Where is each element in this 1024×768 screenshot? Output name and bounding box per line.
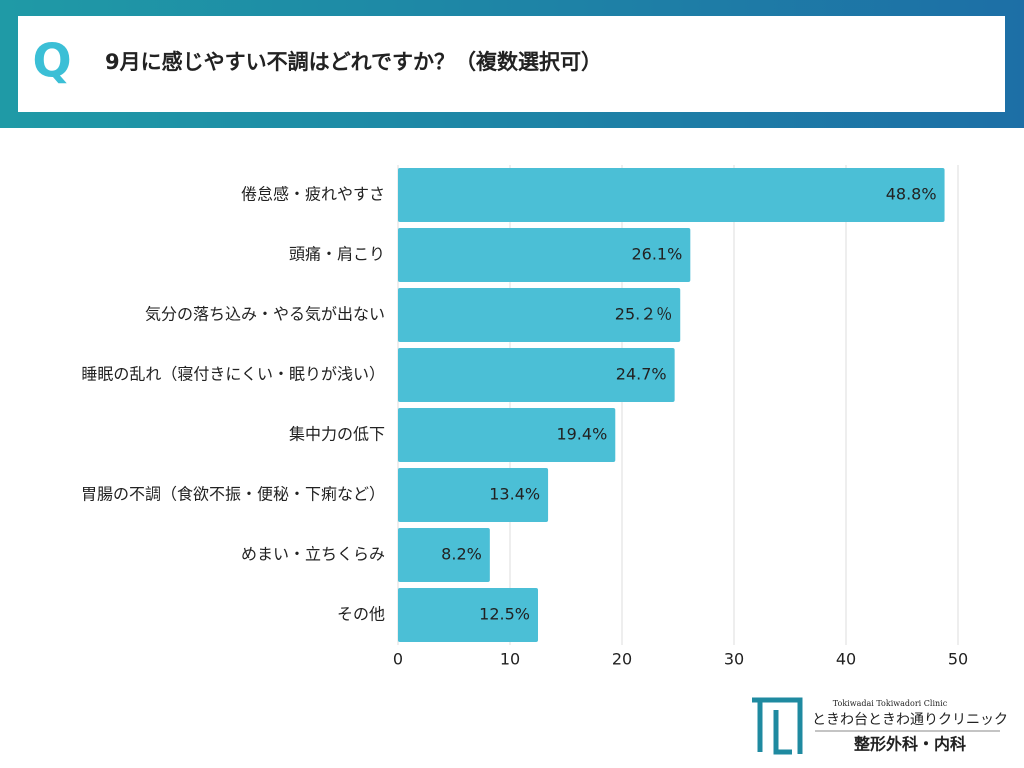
- x-tick-label: 20: [612, 650, 632, 669]
- x-tick-label: 10: [500, 650, 520, 669]
- category-label: 頭痛・肩こり: [289, 245, 385, 264]
- value-label: 25.２％: [615, 305, 672, 324]
- bar: [398, 288, 681, 342]
- x-tick-label: 30: [724, 650, 744, 669]
- bar: [398, 228, 691, 282]
- q-mark: Q: [32, 34, 71, 88]
- category-label: 倦怠感・疲れやすさ: [241, 185, 385, 204]
- x-tick-label: 0: [393, 650, 403, 669]
- bar: [398, 468, 549, 522]
- logo: Tokiwadai Tokiwadori Clinic ときわ台ときわ通りクリニ…: [752, 697, 1008, 755]
- category-label: 胃腸の不調（食欲不振・便秘・下痢など）: [81, 485, 385, 504]
- x-tick-label: 50: [948, 650, 968, 669]
- header-box: [18, 16, 1005, 112]
- value-label: 26.1%: [631, 245, 682, 264]
- category-label: 睡眠の乱れ（寝付きにくい・眠りが浅い）: [81, 365, 385, 384]
- value-label: 48.8%: [886, 185, 937, 204]
- value-label: 13.4%: [489, 485, 540, 504]
- bar: [398, 348, 675, 402]
- question-title: 9月に感じやすい不調はどれですか？（複数選択可）: [105, 50, 602, 74]
- x-tick-label: 40: [836, 650, 856, 669]
- category-label: めまい・立ちくらみ: [241, 545, 385, 564]
- bar: [398, 528, 490, 582]
- bar: [398, 408, 616, 462]
- category-label: 気分の落ち込み・やる気が出ない: [145, 305, 385, 324]
- logo-name: ときわ台ときわ通りクリニック: [812, 712, 1008, 728]
- value-label: 24.7%: [616, 365, 667, 384]
- value-label: 8.2%: [441, 545, 482, 564]
- value-label: 19.4%: [556, 425, 607, 444]
- category-label: 集中力の低下: [289, 425, 385, 444]
- category-label: その他: [337, 605, 385, 624]
- logo-departments: 整形外科・内科: [853, 735, 966, 754]
- logo-icon: [752, 697, 803, 755]
- logo-english: Tokiwadai Tokiwadori Clinic: [833, 699, 948, 708]
- chart: 0 10 20 30 40 50 倦怠感・疲れやすさ 48.8% 頭痛・肩こり 26.1% 気分の落…: [81, 165, 968, 669]
- value-label: 12.5%: [479, 605, 530, 624]
- bar: [398, 168, 945, 222]
- bar: [398, 588, 538, 642]
